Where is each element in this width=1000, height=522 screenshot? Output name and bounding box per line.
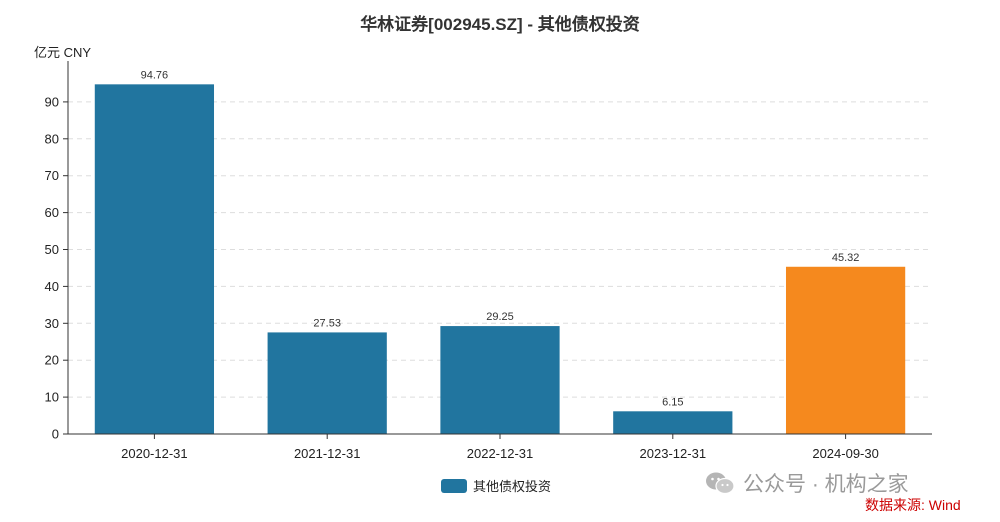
y-tick-label: 10 <box>45 390 59 405</box>
data-label: 27.53 <box>313 317 341 329</box>
bar <box>267 332 387 434</box>
bar <box>440 326 560 434</box>
chart-title: 华林证券[002945.SZ] - 其他债权投资 <box>360 15 640 34</box>
x-tick-label: 2022-12-31 <box>467 446 534 461</box>
bar <box>613 411 733 434</box>
data-source-note: 数据来源: Wind <box>865 497 961 513</box>
y-axis-unit-label: 亿元 CNY <box>34 45 92 60</box>
y-tick-label: 40 <box>45 279 59 294</box>
x-tick-label: 2020-12-31 <box>121 446 188 461</box>
y-tick-label: 90 <box>45 94 59 109</box>
y-tick-label: 0 <box>52 427 59 442</box>
y-tick-label: 30 <box>45 316 59 331</box>
x-tick-label: 2021-12-31 <box>294 446 361 461</box>
x-tick-label: 2024-09-30 <box>812 446 879 461</box>
y-tick-label: 20 <box>45 353 59 368</box>
y-tick-label: 80 <box>45 131 59 146</box>
axes: 0 10 20 30 40 50 60 70 80 90 2020-12-31 2021-12-31 2… <box>45 61 932 461</box>
watermark-text: 公众号 · 机构之家 <box>743 473 909 496</box>
legend-swatch <box>441 478 467 493</box>
x-tick-label: 2023-12-31 <box>640 446 707 461</box>
bars <box>94 84 906 434</box>
bar <box>94 84 215 434</box>
data-label: 6.15 <box>662 396 683 408</box>
watermark: 公众号 · 机构之家 <box>705 468 909 498</box>
legend[interactable]: 其他债权投资 <box>441 476 551 495</box>
y-tick-label: 70 <box>45 168 59 183</box>
bar-highlighted <box>785 266 906 434</box>
data-label: 29.25 <box>486 311 514 323</box>
data-label: 45.32 <box>832 252 860 264</box>
y-tick-label: 60 <box>45 205 59 220</box>
legend-label: 其他债权投资 <box>473 479 552 494</box>
wechat-icon <box>705 471 735 495</box>
data-labels: 94.76 27.53 29.25 6.15 45.32 <box>141 69 860 408</box>
y-tick-label: 50 <box>45 242 59 257</box>
data-label: 94.76 <box>141 69 169 81</box>
